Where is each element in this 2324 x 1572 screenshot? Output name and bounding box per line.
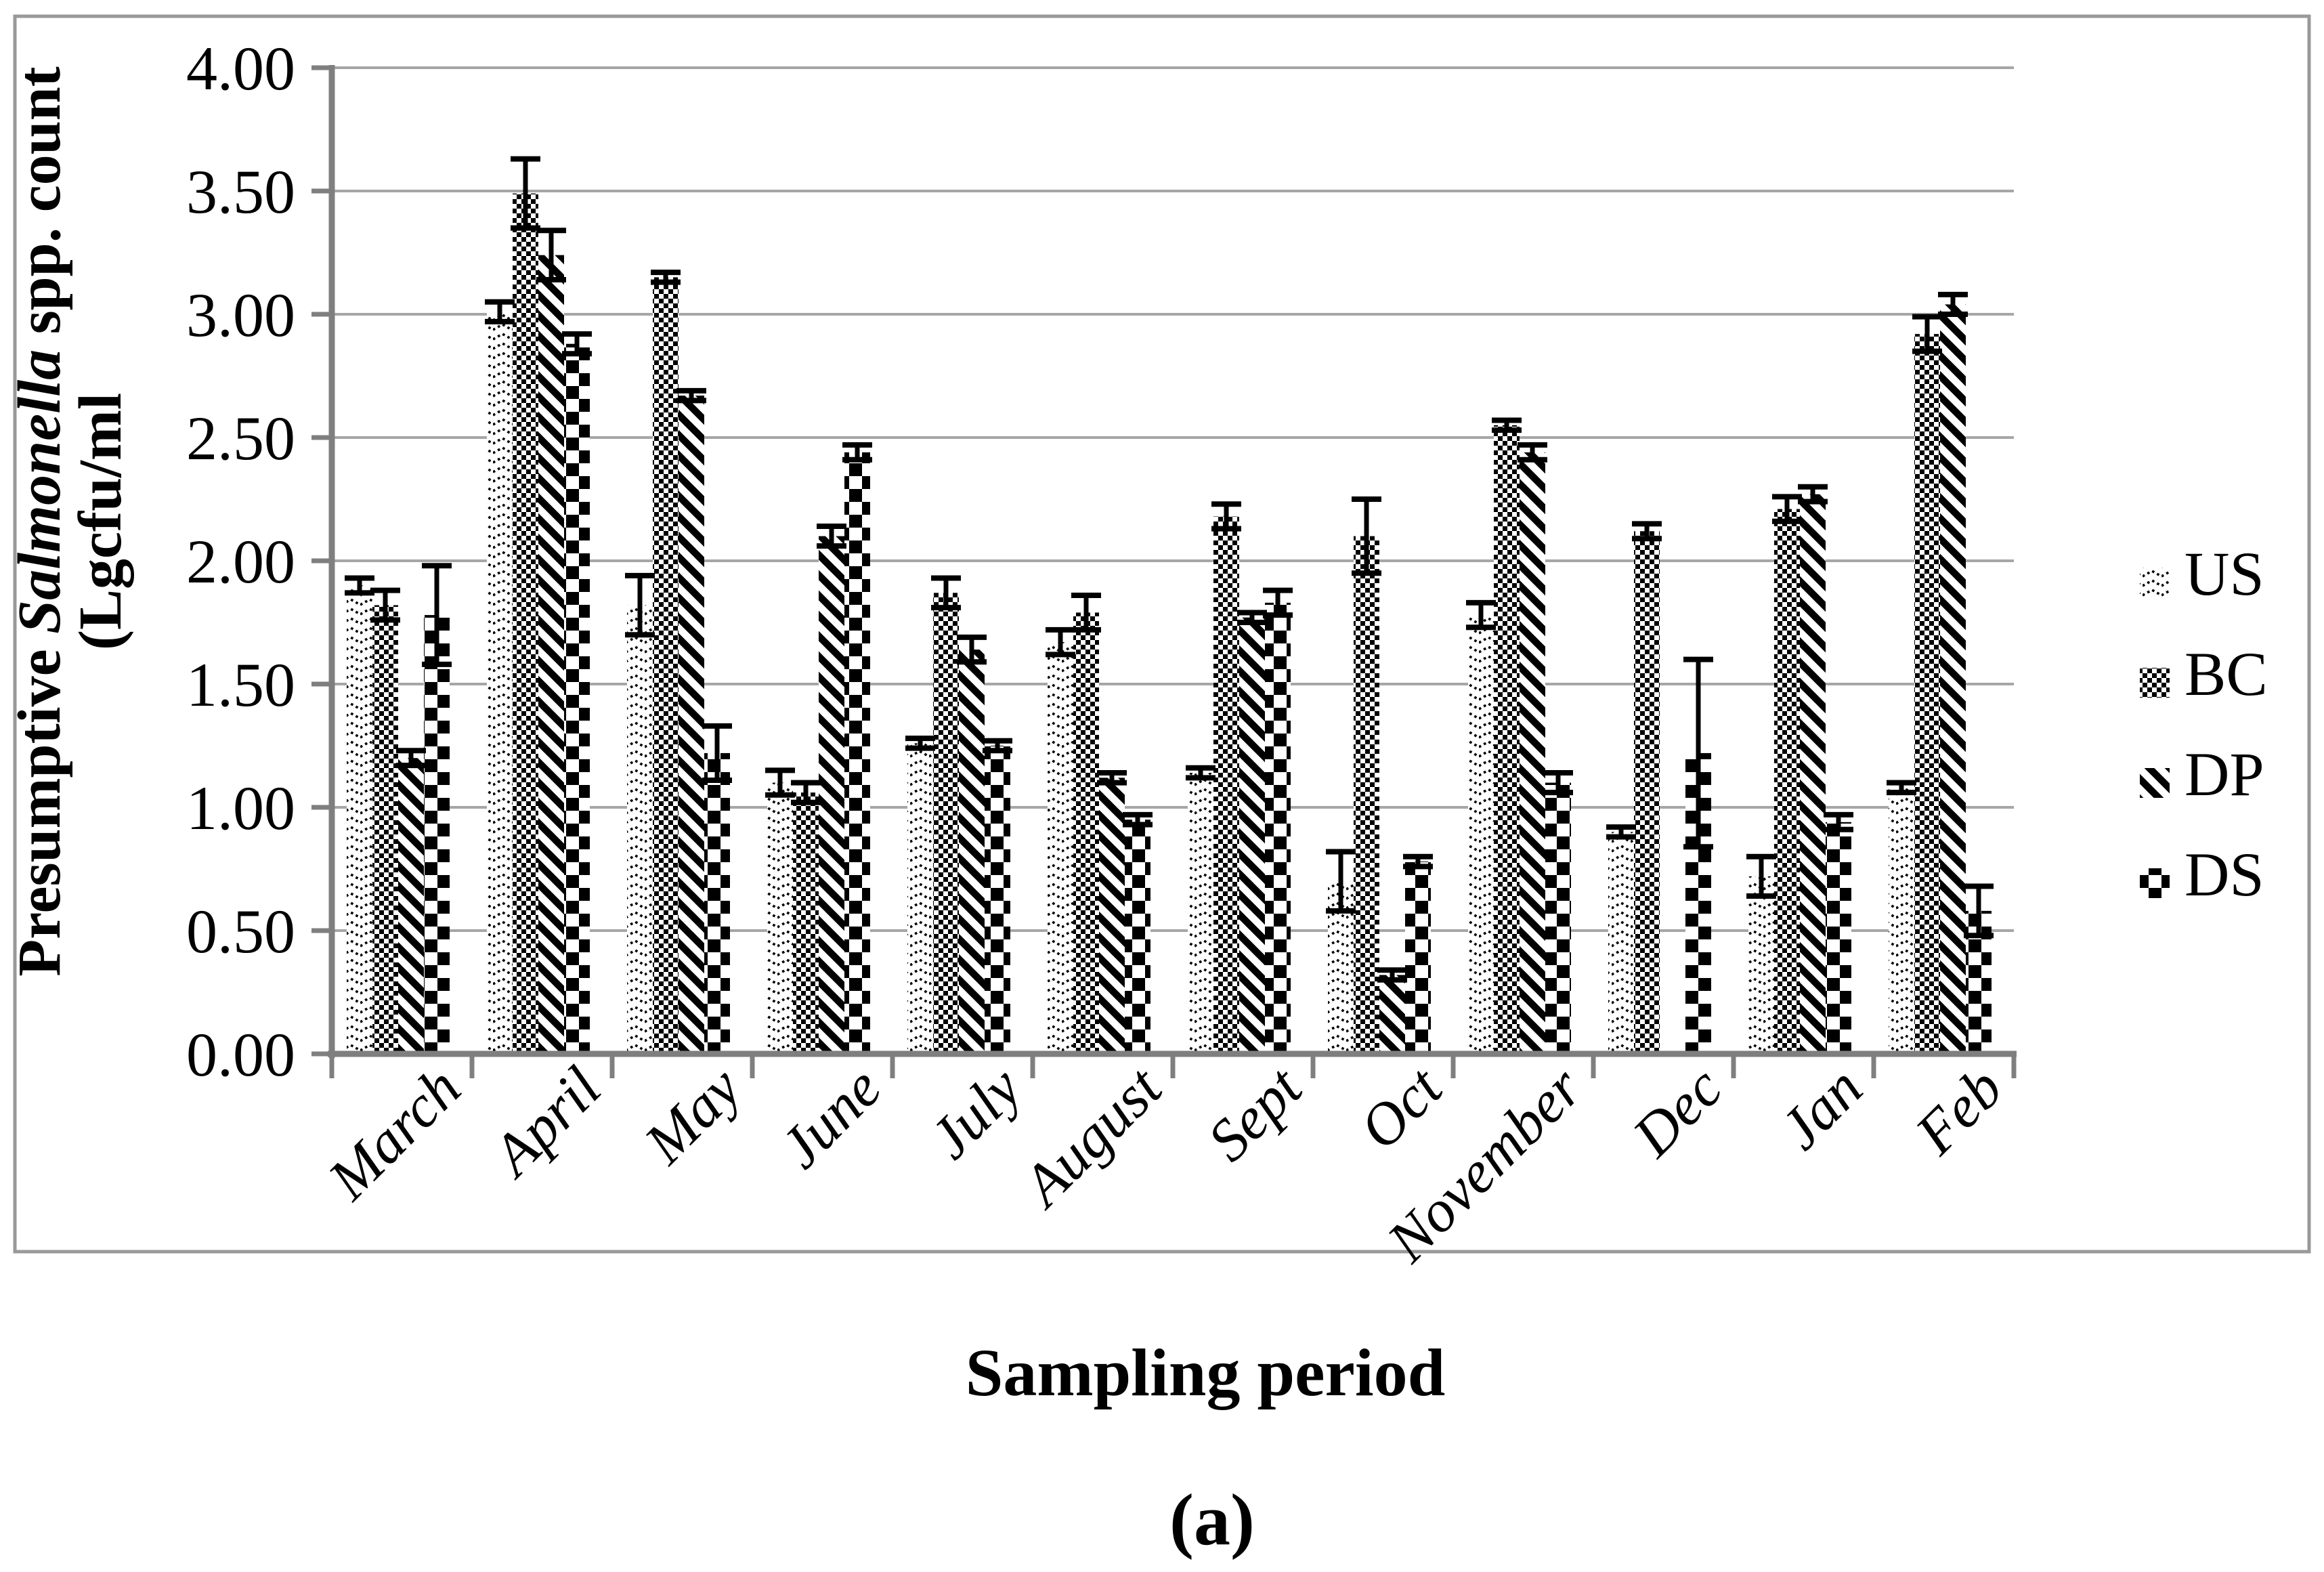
legend-swatch-DP bbox=[2140, 768, 2170, 798]
bar-US-August bbox=[1048, 642, 1073, 1054]
y-axis-title: Presumptive Salmonella spp. count (Lgcfu… bbox=[6, 66, 134, 977]
bars-group bbox=[347, 193, 1992, 1055]
y-axis-title-line2: (Lgcfu/ml bbox=[67, 393, 134, 650]
bar-DP-Feb bbox=[1940, 304, 1966, 1055]
bar-US-April bbox=[487, 312, 513, 1054]
y-tick-label-3.50: 3.50 bbox=[186, 157, 295, 226]
bar-DP-May bbox=[679, 396, 704, 1054]
y-title-post: spp. count bbox=[6, 66, 73, 349]
bar-BC-March bbox=[372, 605, 398, 1054]
bar-US-May bbox=[627, 605, 653, 1054]
bar-DP-Sept bbox=[1239, 617, 1265, 1054]
bar-DS-Jan bbox=[1826, 822, 1851, 1054]
y-tick-labels: 0.00 0.50 1.00 1.50 2.00 2.50 3.00 3.50 4.00 bbox=[186, 34, 295, 1089]
legend-label-DS: DS bbox=[2185, 840, 2264, 909]
bar-US-Jan bbox=[1748, 876, 1774, 1054]
y-tick-label-1.00: 1.00 bbox=[186, 773, 295, 843]
bar-DP-August bbox=[1099, 778, 1125, 1054]
bar-BC-Dec bbox=[1634, 531, 1660, 1054]
bar-BC-Oct bbox=[1354, 536, 1379, 1054]
bar-US-June bbox=[767, 782, 793, 1054]
legend-label-DP: DP bbox=[2185, 740, 2264, 809]
error-bars-group bbox=[345, 156, 1994, 983]
y-tick-label-2.50: 2.50 bbox=[186, 404, 295, 473]
legend-label-BC: BC bbox=[2185, 639, 2268, 708]
bar-DS-November bbox=[1545, 782, 1571, 1054]
bar-DP-Jan bbox=[1800, 494, 1826, 1054]
bar-DP-Oct bbox=[1379, 975, 1405, 1054]
x-axis-title: Sampling period bbox=[966, 1335, 1446, 1410]
bar-DS-July bbox=[985, 746, 1010, 1054]
axes-group bbox=[311, 65, 2017, 1078]
bar-DP-April bbox=[538, 255, 564, 1054]
bar-BC-Jan bbox=[1774, 509, 1800, 1054]
bar-DS-Sept bbox=[1265, 602, 1291, 1054]
bar-DP-July bbox=[959, 650, 985, 1054]
y-tick-label-2.00: 2.00 bbox=[186, 527, 295, 596]
bar-US-Feb bbox=[1889, 787, 1914, 1054]
bar-BC-Sept bbox=[1213, 516, 1239, 1054]
bar-DS-May bbox=[704, 752, 730, 1054]
legend-swatch-BC bbox=[2140, 668, 2170, 698]
y-tick-label-0.00: 0.00 bbox=[186, 1020, 295, 1089]
legend-item-DP: DP bbox=[2140, 740, 2264, 809]
y-tick-label-4.00: 4.00 bbox=[186, 34, 295, 103]
bar-DP-November bbox=[1520, 452, 1545, 1054]
bar-BC-November bbox=[1494, 425, 1520, 1054]
bar-US-July bbox=[907, 743, 933, 1054]
bar-BC-April bbox=[513, 193, 538, 1054]
y-tick-label-0.50: 0.50 bbox=[186, 897, 295, 966]
bar-BC-June bbox=[793, 792, 819, 1054]
y-title-italic: Salmonella bbox=[6, 349, 73, 634]
y-tick-label-3.00: 3.00 bbox=[186, 280, 295, 349]
legend-item-DS: DS bbox=[2140, 840, 2264, 909]
bar-US-Dec bbox=[1608, 832, 1634, 1054]
legend-swatch-US bbox=[2140, 568, 2170, 597]
bar-DS-Oct bbox=[1405, 862, 1431, 1054]
y-axis-title-line1: Presumptive Salmonella spp. count bbox=[6, 66, 73, 977]
bar-US-Sept bbox=[1188, 773, 1213, 1054]
bar-DP-June bbox=[819, 536, 844, 1054]
figure-caption: (a) bbox=[1169, 1480, 1255, 1560]
bar-US-March bbox=[347, 585, 372, 1054]
bar-BC-May bbox=[653, 277, 679, 1054]
bar-US-November bbox=[1468, 615, 1494, 1054]
bar-BC-August bbox=[1073, 612, 1099, 1054]
bar-DS-March bbox=[424, 615, 450, 1054]
gridlines bbox=[332, 66, 2014, 932]
y-title-pre: Presumptive bbox=[6, 634, 73, 977]
legend-swatch-DS bbox=[2140, 868, 2170, 898]
bar-DS-April bbox=[564, 343, 590, 1055]
legend: US BC DP DS bbox=[2140, 539, 2268, 909]
legend-label-US: US bbox=[2185, 539, 2264, 608]
bar-BC-July bbox=[933, 593, 959, 1054]
y-tick-label-1.50: 1.50 bbox=[186, 650, 295, 719]
bar-DS-June bbox=[844, 452, 870, 1054]
legend-item-BC: BC bbox=[2140, 639, 2268, 708]
bar-DS-August bbox=[1125, 820, 1150, 1054]
bar-BC-Feb bbox=[1914, 334, 1940, 1054]
bar-DP-March bbox=[398, 758, 424, 1054]
legend-item-US: US bbox=[2140, 539, 2264, 608]
